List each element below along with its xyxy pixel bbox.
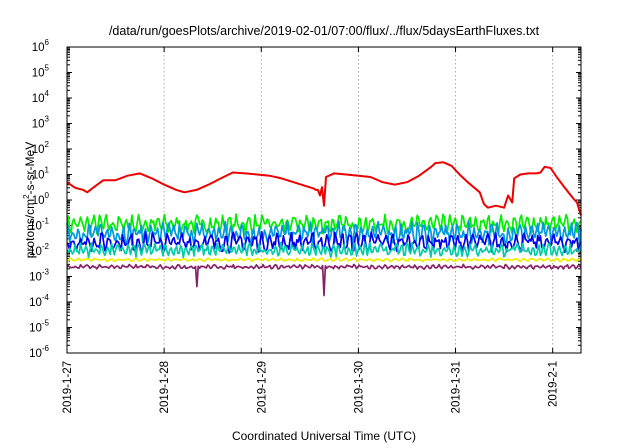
y-tick-label: 10-4	[29, 293, 49, 309]
y-tick-label: 10-1	[29, 217, 49, 233]
y-tick-label: 10-5	[29, 319, 49, 335]
x-tick-label: 2019-1-29	[256, 361, 268, 413]
y-tick-label: 103	[32, 115, 50, 131]
chart-title: /data/run/goesPlots/archive/2019-02-01/0…	[109, 24, 540, 38]
y-axis-ticks: 10-6 10-5 10-4 10-3 10-2 10-1 100 101 102 103 104 1…	[29, 38, 581, 360]
y-tick-label: 101	[32, 166, 50, 182]
y-tick-label: 102	[32, 140, 50, 156]
plot-frame	[66, 46, 582, 354]
y-tick-label: 10-2	[29, 242, 49, 258]
series-line-5	[66, 241, 582, 259]
grid-lines	[66, 47, 554, 353]
y-tick-label: 105	[32, 64, 50, 80]
x-tick-label: 2019-1-30	[353, 361, 365, 413]
y-tick-label: 100	[32, 191, 50, 207]
y-tick-label: 104	[32, 89, 50, 105]
series-line-1	[66, 161, 582, 216]
y-axis-label: protons/cm2-s-sr-MeV	[22, 142, 37, 258]
x-tick-label: 2019-2-1	[548, 361, 560, 407]
y-tick-label: 10-3	[29, 268, 49, 284]
x-axis-label: Coordinated Universal Time (UTC)	[232, 429, 416, 443]
x-axis-ticks: 2019-1-27 2019-1-28 2019-1-29 2019-1-30 2019…	[62, 47, 560, 413]
series-line-6	[66, 257, 582, 263]
x-tick-label: 2019-1-31	[451, 361, 463, 413]
y-tick-label: 106	[32, 38, 50, 54]
series-group	[66, 161, 582, 297]
y-tick-label: 10-6	[29, 344, 49, 360]
series-line-7	[66, 263, 582, 297]
x-tick-label: 2019-1-28	[159, 361, 171, 413]
x-tick-label: 2019-1-27	[62, 361, 74, 413]
